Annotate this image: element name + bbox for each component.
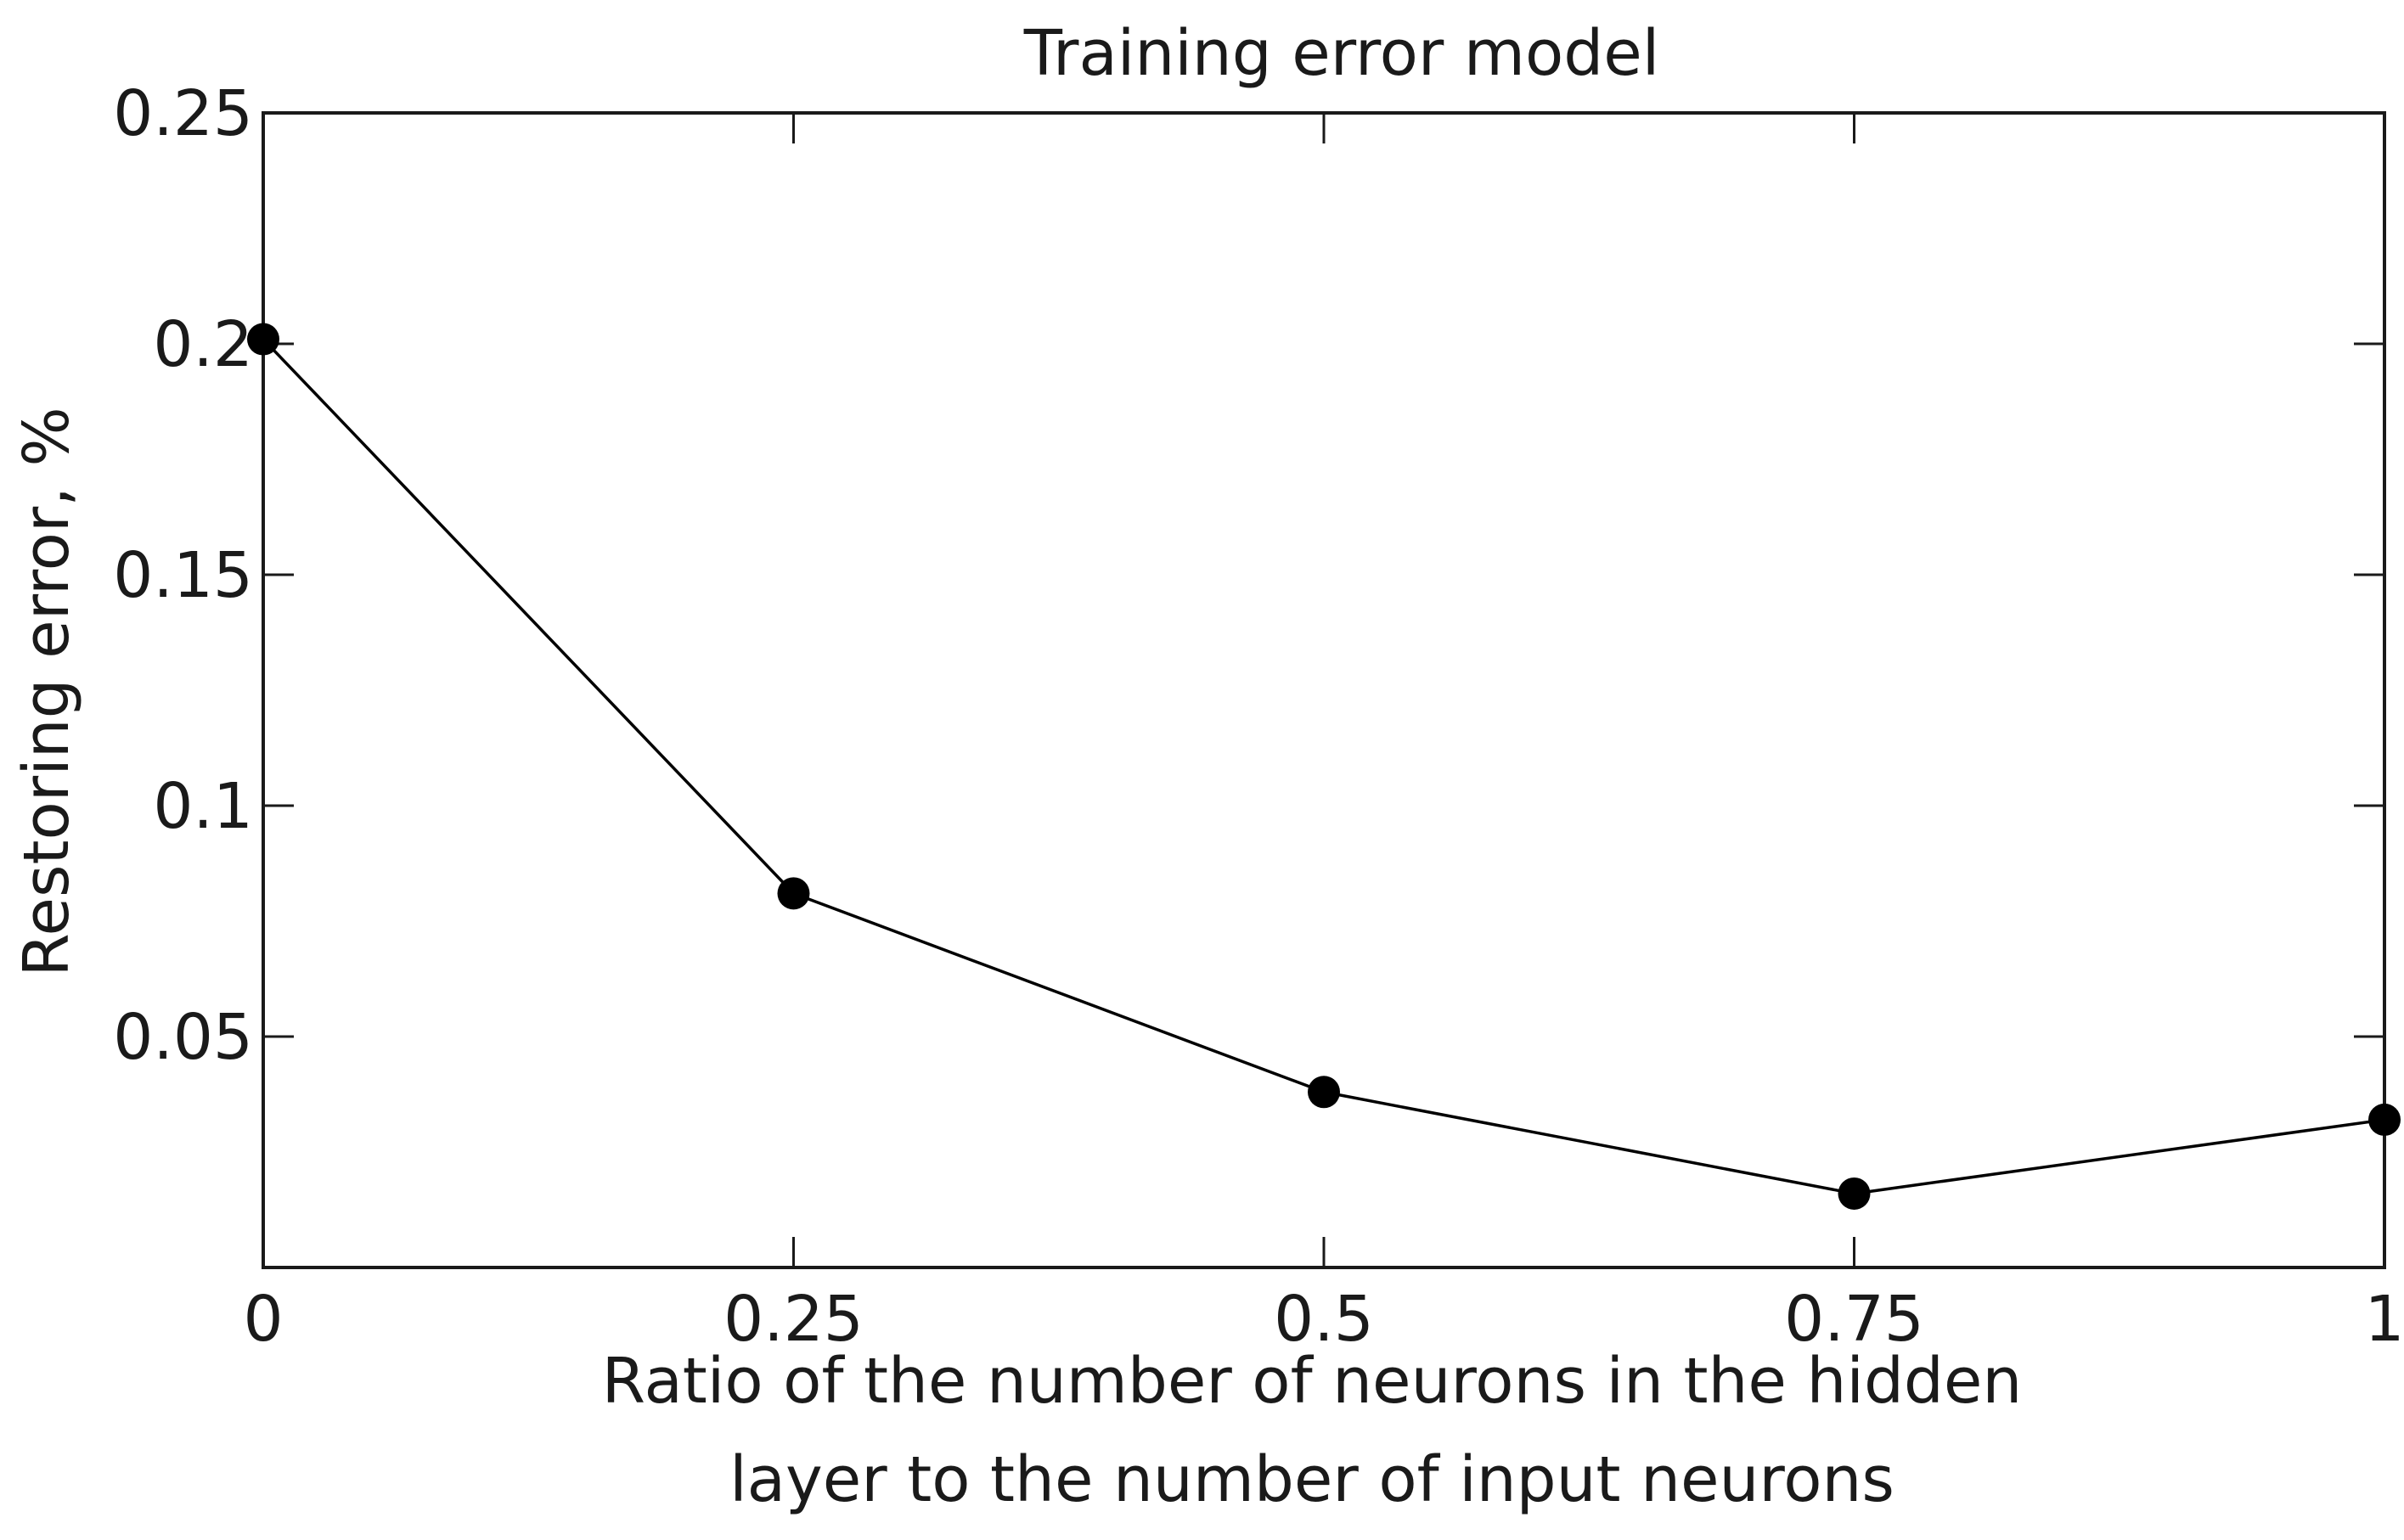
series-line: [262, 338, 2385, 1195]
data-point: [247, 323, 279, 356]
data-point: [1838, 1177, 1871, 1210]
ticks-layer: 0 0.25 0.5 0.75 1 0.05 0.1 0.15 0.2 0.25: [113, 77, 2404, 1356]
x-tick-label: 0.5: [1274, 1283, 1374, 1356]
x-axis-label-line-1: Ratio of the number of neurons in the hi…: [602, 1345, 2023, 1418]
data-point: [777, 877, 810, 910]
x-tick-label: 0: [243, 1283, 283, 1356]
x-tick-label: 0.75: [1784, 1283, 1924, 1356]
y-tick-label: 0.15: [113, 539, 253, 612]
data-point: [1308, 1076, 1340, 1109]
data-point: [2368, 1103, 2401, 1136]
y-tick-label: 0.25: [113, 77, 253, 150]
y-tick-label: 0.05: [113, 1001, 253, 1074]
x-tick-label: 1: [2364, 1283, 2404, 1356]
x-axis-label-line-2: layer to the number of input neurons: [729, 1443, 1894, 1516]
y-tick-label: 0.1: [153, 770, 253, 843]
x-tick-label: 0.25: [723, 1283, 864, 1356]
series-layer: [247, 323, 2401, 1210]
chart-title: Training error model: [1023, 17, 1660, 90]
y-tick-label: 0.2: [153, 308, 253, 381]
y-axis-label: Restoring error, %: [10, 407, 83, 976]
